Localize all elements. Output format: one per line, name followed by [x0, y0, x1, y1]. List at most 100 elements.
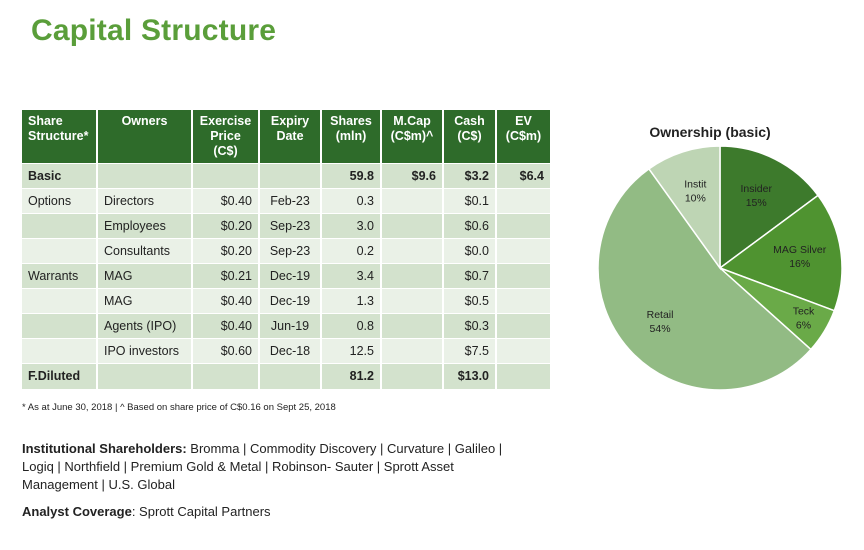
pie-label-value: 10%	[685, 192, 706, 204]
institutional-label: Institutional Shareholders:	[22, 441, 187, 456]
pie-label-value: 6%	[796, 320, 811, 332]
capital-structure-table: Share Structure* Owners Exercise Price (C$) Ex…	[22, 110, 550, 389]
table-cell-owners: IPO investors	[96, 338, 192, 364]
pie-label-name: Retail	[647, 309, 674, 321]
table-cell-cash: $0.3	[442, 313, 496, 339]
table-cell-cash: $0.5	[442, 288, 496, 314]
table-cell-share-structure: F.Diluted	[22, 363, 97, 389]
table-cell-exercise-price: $0.20	[191, 213, 259, 239]
col-header-share-structure: Share Structure*	[22, 110, 97, 164]
table-cell-market-cap	[380, 288, 443, 314]
table-cell-expiry-date: Dec-19	[258, 288, 321, 314]
table-cell-owners	[96, 363, 192, 389]
table-cell-shares: 81.2	[320, 363, 381, 389]
table-cell-cash: $0.0	[442, 238, 496, 264]
table-cell-owners: Consultants	[96, 238, 192, 264]
table-cell-share-structure	[22, 313, 97, 339]
table-row: Basic 59.8 $9.6 $3.2 $6.4	[22, 163, 550, 189]
table-cell-ev	[495, 238, 550, 264]
analyst-label: Analyst Coverage	[22, 504, 132, 519]
analyst-text: : Sprott Capital Partners	[131, 504, 271, 519]
col-header-line: (C$m)^	[390, 129, 434, 143]
col-header-line: Owners	[121, 114, 168, 128]
pie-label-value: 15%	[746, 197, 767, 209]
table-cell-shares: 0.2	[320, 238, 381, 264]
table-cell-cash: $0.7	[442, 263, 496, 289]
table-cell-share-structure: Options	[22, 188, 97, 214]
table-cell-expiry-date	[258, 363, 321, 389]
table-cell-ev	[495, 363, 550, 389]
table-cell-market-cap	[380, 188, 443, 214]
table-cell-share-structure	[22, 338, 97, 364]
col-header-line: (C$)	[457, 129, 482, 143]
pie-slice-insider	[719, 145, 820, 270]
pie-label-name: Insider	[740, 183, 772, 195]
table-cell-owners: MAG	[96, 288, 192, 314]
pie-label-value: 54%	[650, 323, 671, 335]
table-cell-expiry-date: Dec-18	[258, 338, 321, 364]
chart-title: Ownership (basic)	[649, 124, 771, 140]
table-cell-owners: Directors	[96, 188, 192, 214]
col-header-expiry-date: Expiry Date	[258, 110, 321, 164]
table-row: Options Directors $0.40 Feb-23 0.3 $0.1	[22, 188, 550, 214]
col-header-line: Exercise	[199, 114, 252, 128]
table-cell-ev	[495, 263, 550, 289]
table-cell-exercise-price: $0.40	[191, 188, 259, 214]
table-cell-expiry-date: Jun-19	[258, 313, 321, 339]
table-cell-share-structure: Basic	[22, 163, 97, 189]
table-row: F.Diluted 81.2 $13.0	[22, 363, 550, 389]
table-cell-exercise-price: $0.60	[191, 338, 259, 364]
table-cell-cash: $0.6	[442, 213, 496, 239]
col-header-line: Structure*	[28, 129, 89, 143]
table-cell-expiry-date: Feb-23	[258, 188, 321, 214]
col-header-line: Share	[28, 114, 63, 128]
pie-slice-retail	[597, 167, 812, 391]
table-cell-share-structure	[22, 288, 97, 314]
pie-label-name: Instit	[684, 178, 706, 190]
table-cell-ev	[495, 313, 550, 339]
table-cell-cash: $13.0	[442, 363, 496, 389]
table-cell-market-cap	[380, 313, 443, 339]
table-row: Agents (IPO) $0.40 Jun-19 0.8 $0.3	[22, 313, 550, 339]
table-cell-exercise-price: $0.21	[191, 263, 259, 289]
col-header-line: Cash	[454, 114, 485, 128]
table-cell-market-cap	[380, 238, 443, 264]
table-cell-owners: Agents (IPO)	[96, 313, 192, 339]
analyst-coverage: Analyst Coverage: Sprott Capital Partner…	[22, 504, 271, 519]
table-header-row: Share Structure* Owners Exercise Price (C$) Ex…	[22, 110, 550, 164]
table-cell-market-cap	[380, 338, 443, 364]
col-header-cash: Cash (C$)	[442, 110, 496, 164]
pie-label-name: Teck	[793, 306, 815, 318]
footnote: * As at June 30, 2018 | ^ Based on share…	[22, 402, 336, 413]
col-header-line: EV	[515, 114, 532, 128]
institutional-shareholders: Institutional Shareholders: Bromma | Com…	[22, 440, 522, 494]
table-cell-shares: 0.3	[320, 188, 381, 214]
table-cell-ev	[495, 288, 550, 314]
col-header-exercise-price: Exercise Price (C$)	[191, 110, 259, 164]
pie-slice-instit	[647, 145, 721, 271]
col-header-market-cap: M.Cap (C$m)^	[380, 110, 443, 164]
table-cell-ev: $6.4	[495, 163, 550, 189]
col-header-line: Date	[276, 129, 304, 143]
col-header-ev: EV (C$m)	[495, 110, 550, 164]
table-row: Warrants MAG $0.21 Dec-19 3.4 $0.7	[22, 263, 550, 289]
table-cell-cash: $0.1	[442, 188, 496, 214]
table-row: MAG $0.40 Dec-19 1.3 $0.5	[22, 288, 550, 314]
table-cell-owners: MAG	[96, 263, 192, 289]
table-cell-market-cap	[380, 213, 443, 239]
table-cell-market-cap	[380, 263, 443, 289]
table-cell-expiry-date: Dec-19	[258, 263, 321, 289]
table-cell-exercise-price	[191, 363, 259, 389]
table-cell-exercise-price: $0.40	[191, 288, 259, 314]
table-cell-ev	[495, 188, 550, 214]
table-cell-exercise-price	[191, 163, 259, 189]
table-cell-owners: Employees	[96, 213, 192, 239]
table-row: Consultants $0.20 Sep-23 0.2 $0.0	[22, 238, 550, 264]
table-cell-shares: 1.3	[320, 288, 381, 314]
pie-label-value: 16%	[789, 258, 810, 270]
table-cell-share-structure	[22, 238, 97, 264]
table-cell-share-structure: Warrants	[22, 263, 97, 289]
col-header-line: Expiry	[270, 114, 310, 128]
table-cell-exercise-price: $0.20	[191, 238, 259, 264]
